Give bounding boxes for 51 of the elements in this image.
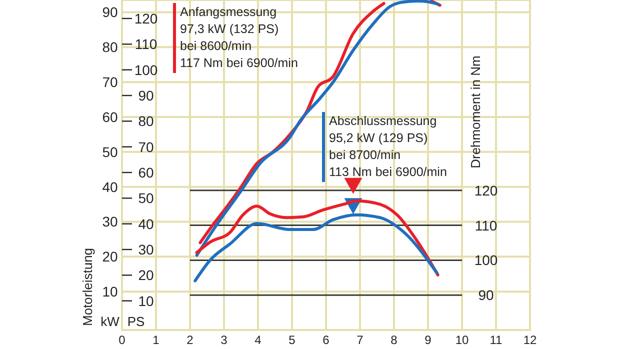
y-tick-label: 20 <box>102 248 118 265</box>
y3-axis-title: Drehmoment in Nm <box>468 56 483 168</box>
y-axis-title: kW <box>100 314 120 329</box>
y3-tick-label: 120 <box>474 182 498 198</box>
y2-tick-label: 110 <box>134 36 158 52</box>
line-series <box>195 199 440 276</box>
y2-tick-label: 70 <box>138 138 154 155</box>
y2-tick-label: 20 <box>138 267 154 284</box>
x-tick-label: 4 <box>254 333 262 347</box>
annotation: bei 8700/min <box>329 148 401 162</box>
x-tick-label: 1 <box>152 333 160 347</box>
x-tick-label: 12 <box>523 333 537 347</box>
x-tick-label: 11 <box>490 333 503 347</box>
annotation: 97,3 kW (132 PS) <box>180 22 279 36</box>
x-tick-label: 5 <box>288 333 296 347</box>
y2-tick-label: 120 <box>134 10 158 26</box>
y2-tick-label: 90 <box>138 87 154 104</box>
x-tick-label: 10 <box>455 333 469 347</box>
x-tick-label: 3 <box>220 333 228 347</box>
y3-tick-label: 110 <box>474 217 498 234</box>
x-tick-label: 2 <box>186 333 194 347</box>
y-tick-label: 40 <box>102 178 118 195</box>
annotation: bei 8600/min <box>180 39 252 53</box>
y-tick-label: 90 <box>102 4 118 20</box>
y-tick-label: 30 <box>102 214 118 230</box>
y2-tick-label: 10 <box>138 292 154 309</box>
x-tick-label: 7 <box>356 333 364 347</box>
legend-label: Abschlussmessung <box>329 114 437 128</box>
y-tick-label: 50 <box>102 144 118 160</box>
annotation: 95,2 kW (129 PS) <box>329 131 428 145</box>
x-tick-label: 6 <box>322 333 330 347</box>
y-tick-label: 60 <box>102 108 118 125</box>
legend-label: Anfangsmessung <box>180 5 277 19</box>
annotation: 117 Nm bei 6900/min <box>180 56 298 70</box>
x-tick-label: 8 <box>390 333 398 347</box>
y-tick-label: 70 <box>102 74 118 90</box>
y2-tick-label: 50 <box>138 190 154 206</box>
x-tick-label: 0 <box>118 333 126 347</box>
y2-tick-label: 60 <box>138 164 154 180</box>
y2-axis-title: PS <box>127 314 145 329</box>
y2-tick-label: 40 <box>138 216 154 232</box>
y-tick-label: 80 <box>102 39 118 56</box>
text: Motorleistung <box>80 248 95 326</box>
y3-tick-label: 100 <box>474 252 498 268</box>
annotation: 113 Nm bei 6900/min <box>329 165 447 179</box>
y2-tick-label: 30 <box>138 242 154 258</box>
y2-tick-label: 80 <box>138 113 154 130</box>
y-tick-label: 10 <box>102 284 118 300</box>
x-tick-label: 9 <box>424 333 432 347</box>
y3-tick-label: 90 <box>478 287 494 304</box>
y2-tick-label: 100 <box>134 62 158 78</box>
